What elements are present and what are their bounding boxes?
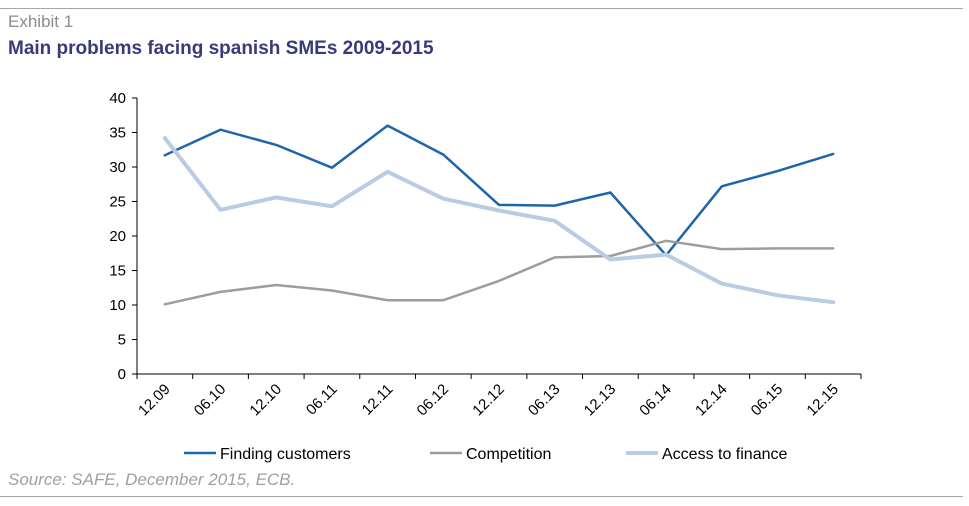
x-tick-label: 12.12 bbox=[469, 381, 508, 420]
x-tick-label: 12.11 bbox=[359, 381, 397, 419]
legend-label: Finding customers bbox=[220, 446, 351, 463]
bottom-rule bbox=[0, 496, 963, 497]
x-tick-label: 12.10 bbox=[246, 381, 285, 420]
y-tick-label: 20 bbox=[109, 228, 126, 245]
x-tick-label: 06.12 bbox=[414, 381, 453, 420]
legend-label: Access to finance bbox=[662, 446, 788, 463]
y-tick-label: 10 bbox=[109, 297, 126, 314]
y-tick-label: 35 bbox=[109, 125, 126, 142]
y-tick-label: 15 bbox=[109, 263, 126, 280]
y-tick-label: 0 bbox=[118, 366, 126, 383]
x-tick-label: 06.10 bbox=[191, 381, 230, 420]
y-tick-label: 30 bbox=[109, 159, 126, 176]
series-line-competition bbox=[163, 239, 835, 306]
series-line-access-to-finance bbox=[162, 136, 836, 305]
x-tick-label: 12.15 bbox=[803, 381, 842, 420]
series-line-finding-customers bbox=[163, 124, 835, 257]
chart-title: Main problems facing spanish SMEs 2009-2… bbox=[8, 38, 434, 59]
x-tick-label: 12.14 bbox=[692, 381, 731, 420]
top-rule bbox=[0, 8, 963, 9]
x-tick-label: 06.14 bbox=[636, 381, 675, 420]
y-tick-label: 5 bbox=[118, 332, 126, 349]
y-tick-label: 40 bbox=[109, 90, 126, 107]
x-tick-label: 06.11 bbox=[303, 381, 341, 419]
x-tick-label: 06.13 bbox=[525, 381, 564, 420]
legend-label: Competition bbox=[466, 446, 551, 463]
x-tick-label: 12.09 bbox=[135, 381, 174, 420]
x-tick-label: 06.15 bbox=[748, 381, 787, 420]
x-tick-label: 12.13 bbox=[581, 381, 620, 420]
y-tick-label: 25 bbox=[109, 194, 126, 211]
source-note: Source: SAFE, December 2015, ECB. bbox=[8, 470, 296, 489]
exhibit-label: Exhibit 1 bbox=[8, 12, 74, 31]
